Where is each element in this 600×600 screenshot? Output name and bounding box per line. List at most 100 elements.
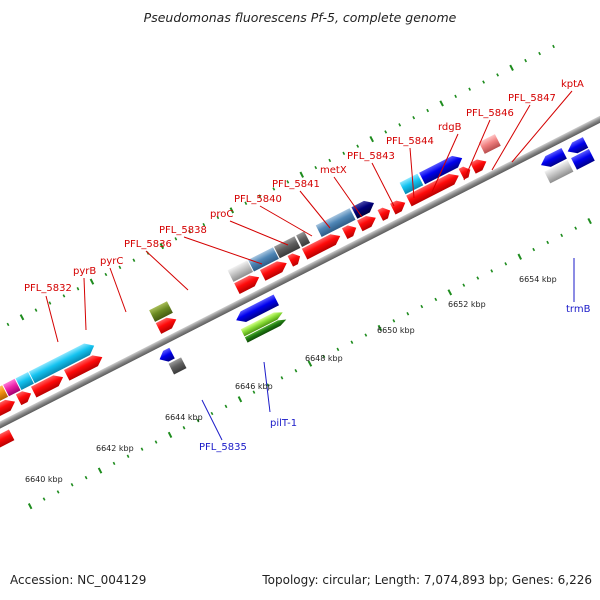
- forward-cds-4[interactable]: [63, 352, 105, 381]
- genome-summary-text: Topology: circular; Length: 7,074,893 bp…: [262, 573, 592, 587]
- reverse-cds-pilt-1[interactable]: [233, 294, 280, 326]
- gene-label-pilt-1[interactable]: pilT-1: [270, 418, 297, 429]
- leader-kpta: [511, 90, 573, 163]
- reverse-cds-pfl-5835[interactable]: [157, 347, 175, 365]
- scale-tick-inner: [490, 269, 494, 273]
- forward-cds-6[interactable]: [234, 272, 262, 294]
- scale-tick-outer: [202, 222, 206, 227]
- reverse-feature-pilt-1a[interactable]: [240, 309, 285, 337]
- scale-tick-inner: [266, 383, 270, 387]
- scale-tick-inner: [350, 340, 354, 344]
- leader-pyrb: [83, 277, 87, 331]
- forward-cds-2[interactable]: [15, 388, 34, 406]
- gene-label-pfl-5847[interactable]: PFL_5847: [508, 93, 556, 104]
- scale-tick-outer: [104, 272, 108, 277]
- forward-feature-1[interactable]: [0, 385, 9, 406]
- forward-cds-11[interactable]: [357, 212, 378, 232]
- gene-label-pfl-5838[interactable]: PFL_5838: [159, 225, 207, 236]
- gene-label-rdgb[interactable]: rdgB: [438, 122, 462, 133]
- scale-tick-outer: [538, 51, 542, 56]
- gene-label-pfl-5835[interactable]: PFL_5835: [199, 442, 247, 453]
- kbp-label-6646: 6646 kbp: [235, 382, 273, 391]
- gene-label-pfl-5840[interactable]: PFL_5840: [234, 194, 282, 205]
- gene-label-proc[interactable]: proC: [210, 209, 233, 220]
- scale-tick-outer: [398, 123, 402, 127]
- gene-label-pyrc[interactable]: pyrC: [100, 256, 123, 267]
- scale-tick-inner: [546, 240, 550, 245]
- scale-tick-inner: [42, 497, 46, 501]
- reverse-cds-trmb-0[interactable]: [538, 147, 567, 170]
- scale-tick-inner: [462, 283, 466, 287]
- forward-feature-14[interactable]: [478, 134, 501, 154]
- gene-label-pfl-5836[interactable]: PFL_5836: [124, 239, 172, 250]
- forward-cds-12[interactable]: [377, 205, 393, 221]
- forward-feature-4[interactable]: [28, 340, 97, 384]
- forward-feature-13[interactable]: [419, 152, 465, 185]
- reverse-feature-trmb-1[interactable]: [571, 149, 595, 170]
- gene-label-trmb[interactable]: trmB: [566, 304, 591, 315]
- scale-tick-inner: [560, 233, 564, 238]
- scale-tick-inner: [294, 369, 298, 373]
- scale-tick-outer: [384, 130, 388, 134]
- reverse-feature-pilt-1b[interactable]: [244, 317, 288, 343]
- reverse-cds-0[interactable]: [0, 429, 15, 452]
- reverse-feature-pfl-5835[interactable]: [168, 357, 187, 375]
- forward-cds-5[interactable]: [155, 314, 179, 334]
- forward-cds-7[interactable]: [259, 258, 290, 281]
- kbp-label-6652: 6652 kbp: [448, 300, 486, 309]
- forward-feature-5[interactable]: [149, 301, 173, 322]
- forward-cds-3[interactable]: [30, 372, 66, 398]
- scale-tick-inner: [182, 426, 186, 430]
- forward-feature-6[interactable]: [227, 260, 254, 282]
- forward-cds-8[interactable]: [287, 251, 303, 267]
- gene-label-pyrb[interactable]: pyrB: [73, 266, 96, 277]
- reverse-cds-trmb-1[interactable]: [565, 137, 589, 157]
- forward-feature-2[interactable]: [3, 378, 21, 397]
- scale-tick-outer: [272, 187, 276, 191]
- forward-cds-1[interactable]: [0, 396, 18, 417]
- scale-tick-inner: [364, 333, 368, 337]
- forward-feature-3[interactable]: [15, 372, 34, 390]
- gene-label-pfl-5841[interactable]: PFL_5841: [272, 179, 320, 190]
- scale-tick-outer: [286, 180, 290, 184]
- scale-tick-inner: [532, 247, 536, 252]
- scale-tick-outer: [6, 322, 10, 327]
- scale-tick-inner: [27, 503, 33, 510]
- scale-tick-inner: [434, 297, 438, 302]
- scale-tick-outer: [118, 265, 122, 270]
- scale-tick-outer: [299, 171, 304, 178]
- forward-feature-10[interactable]: [315, 208, 356, 237]
- scale-tick-inner: [420, 304, 424, 309]
- forward-cds-10[interactable]: [341, 222, 359, 240]
- forward-cds-16[interactable]: [470, 156, 489, 174]
- scale-tick-inner: [210, 411, 214, 416]
- scale-tick-outer: [216, 215, 220, 220]
- forward-feature-7[interactable]: [248, 247, 279, 272]
- forward-feature-9[interactable]: [296, 231, 311, 247]
- reverse-feature-trmb-0[interactable]: [544, 160, 574, 184]
- forward-feature-8[interactable]: [273, 236, 301, 259]
- scale-tick-outer: [174, 237, 178, 241]
- scale-tick-inner: [476, 276, 480, 280]
- kbp-label-6650: 6650 kbp: [377, 326, 415, 335]
- forward-cds-13[interactable]: [390, 197, 408, 215]
- scale-tick-outer: [369, 135, 374, 143]
- gene-label-kpta[interactable]: kptA: [561, 79, 584, 90]
- gene-label-pfl-5843[interactable]: PFL_5843: [347, 151, 395, 162]
- forward-feature-12[interactable]: [399, 173, 424, 195]
- gene-label-pfl-5832[interactable]: PFL_5832: [24, 283, 72, 294]
- scale-tick-outer: [314, 165, 318, 170]
- scale-tick-outer: [19, 314, 25, 321]
- forward-feature-11[interactable]: [351, 197, 377, 219]
- scale-tick-inner: [392, 319, 396, 323]
- scale-tick-inner: [196, 418, 200, 423]
- scale-tick-outer: [468, 87, 472, 91]
- scale-tick-outer: [454, 94, 458, 99]
- gene-label-metx[interactable]: metX: [320, 165, 347, 176]
- forward-cds-15[interactable]: [458, 164, 473, 180]
- leader-pfl-5838: [183, 236, 263, 265]
- gene-label-pfl-5846[interactable]: PFL_5846: [466, 108, 514, 119]
- gene-label-pfl-5844[interactable]: PFL_5844: [386, 136, 434, 147]
- forward-cds-9[interactable]: [301, 231, 343, 260]
